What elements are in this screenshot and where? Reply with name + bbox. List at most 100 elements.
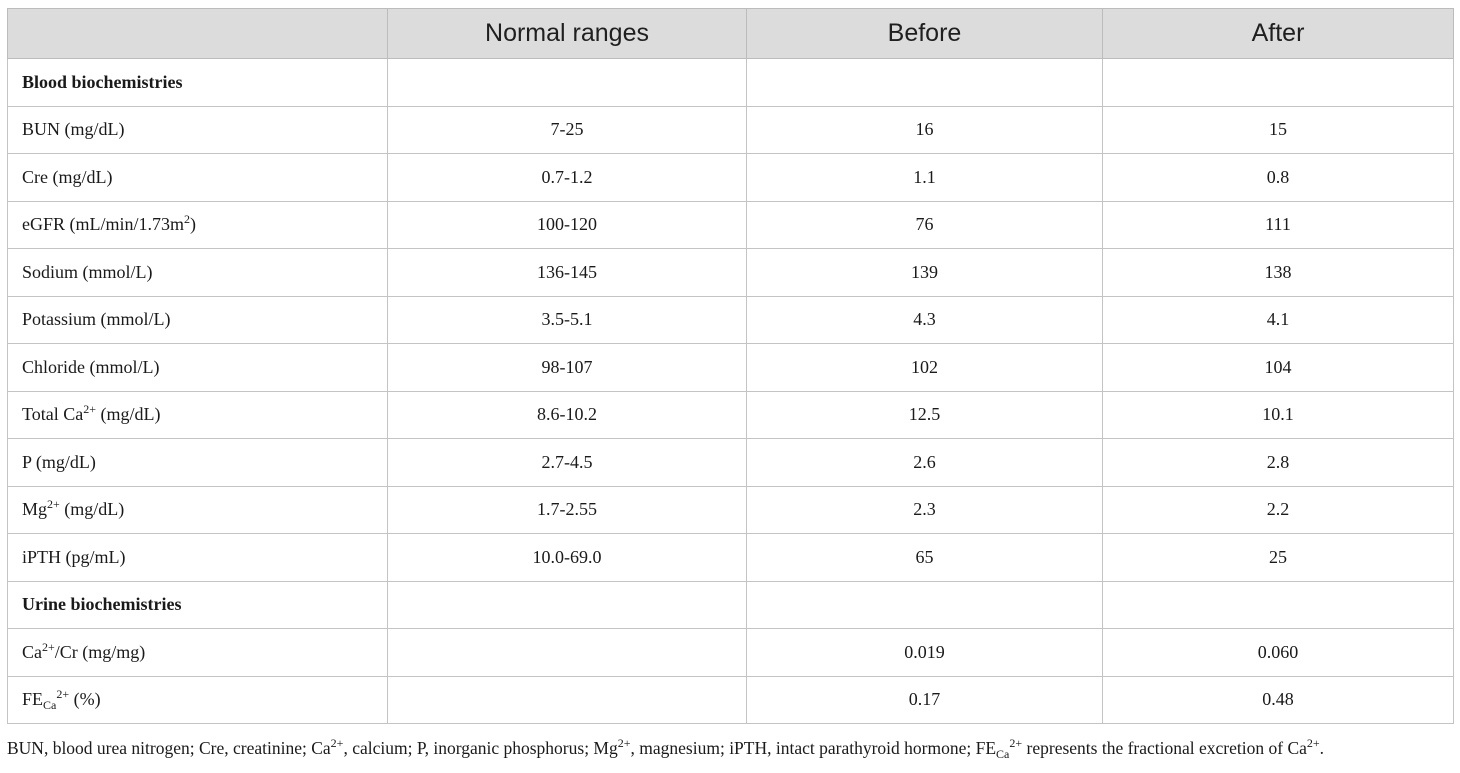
row-label: Potassium (mmol/L)	[7, 295, 388, 344]
footnote-subscript: Ca	[996, 747, 1010, 761]
before-value-cell: 76	[746, 200, 1103, 249]
after-value-cell: 104	[1102, 343, 1454, 392]
label-text: )	[190, 214, 196, 235]
table-row-bun: BUN (mg/dL) 7-25 16 15	[7, 105, 1454, 154]
header-before: Before	[746, 8, 1103, 59]
table-row-chloride: Chloride (mmol/L) 98-107 102 104	[7, 343, 1454, 392]
label-superscript: 2+	[42, 639, 55, 654]
after-value-cell: 2.8	[1102, 438, 1454, 487]
table-row-p: P (mg/dL) 2.7-4.5 2.6 2.8	[7, 438, 1454, 487]
section-row-urine: Urine biochemistries	[7, 580, 1454, 629]
header-after: After	[1102, 8, 1454, 59]
row-label: P (mg/dL)	[7, 438, 388, 487]
after-value-cell: 111	[1102, 200, 1454, 249]
footnote-text: .	[1319, 738, 1325, 758]
row-label: Chloride (mmol/L)	[7, 343, 388, 392]
row-label: Mg2+ (mg/dL)	[7, 485, 388, 534]
row-label: Cre (mg/dL)	[7, 153, 388, 202]
normal-range-cell: 136-145	[387, 248, 747, 297]
before-value-cell: 139	[746, 248, 1103, 297]
footnote-text: , calcium; P, inorganic phosphorus; Mg	[343, 738, 618, 758]
normal-range-cell: 100-120	[387, 200, 747, 249]
table-row-sodium: Sodium (mmol/L) 136-145 139 138	[7, 248, 1454, 297]
empty-cell	[387, 580, 747, 629]
row-label: eGFR (mL/min/1.73m2)	[7, 200, 388, 249]
label-text: /Cr (mg/mg)	[54, 641, 146, 662]
lab-results-table: Normal ranges Before After Blood biochem…	[7, 8, 1454, 724]
footnote-superscript: 2+	[330, 736, 344, 750]
row-label: Sodium (mmol/L)	[7, 248, 388, 297]
normal-range-cell	[387, 628, 747, 677]
after-value-cell: 4.1	[1102, 295, 1454, 344]
table-row-ca-cr: Ca2+/Cr (mg/mg) 0.019 0.060	[7, 628, 1454, 677]
header-normal-ranges: Normal ranges	[387, 8, 747, 59]
label-superscript: 2+	[56, 687, 70, 702]
empty-cell	[1102, 580, 1454, 629]
before-value-cell: 102	[746, 343, 1103, 392]
footnote-text: represents the fractional excretion of C…	[1022, 738, 1307, 758]
table-row-egfr: eGFR (mL/min/1.73m2) 100-120 76 111	[7, 200, 1454, 249]
label-text: Mg	[22, 499, 48, 520]
empty-cell	[387, 58, 747, 107]
footnote-superscript: 2+	[1306, 736, 1320, 750]
label-superscript: 2	[184, 212, 190, 227]
normal-range-cell: 8.6-10.2	[387, 390, 747, 439]
before-value-cell: 16	[746, 105, 1103, 154]
row-label: Ca2+/Cr (mg/mg)	[7, 628, 388, 677]
after-value-cell: 15	[1102, 105, 1454, 154]
normal-range-cell: 3.5-5.1	[387, 295, 747, 344]
row-label: Total Ca2+ (mg/dL)	[7, 390, 388, 439]
empty-cell	[746, 580, 1103, 629]
after-value-cell: 25	[1102, 533, 1454, 582]
table-row-potassium: Potassium (mmol/L) 3.5-5.1 4.3 4.1	[7, 295, 1454, 344]
after-value-cell: 0.8	[1102, 153, 1454, 202]
label-text: (%)	[69, 689, 101, 710]
before-value-cell: 1.1	[746, 153, 1103, 202]
before-value-cell: 2.3	[746, 485, 1103, 534]
before-value-cell: 2.6	[746, 438, 1103, 487]
label-text: Ca	[22, 641, 42, 662]
header-empty-cell	[7, 8, 388, 59]
table-row-total-ca: Total Ca2+ (mg/dL) 8.6-10.2 12.5 10.1	[7, 390, 1454, 439]
after-value-cell: 0.48	[1102, 675, 1454, 724]
normal-range-cell: 98-107	[387, 343, 747, 392]
after-value-cell: 10.1	[1102, 390, 1454, 439]
table-row-cre: Cre (mg/dL) 0.7-1.2 1.1 0.8	[7, 153, 1454, 202]
after-value-cell: 0.060	[1102, 628, 1454, 677]
label-superscript: 2+	[83, 402, 97, 417]
section-row-blood: Blood biochemistries	[7, 58, 1454, 107]
lab-results-table-container: Normal ranges Before After Blood biochem…	[7, 8, 1454, 724]
normal-range-cell: 7-25	[387, 105, 747, 154]
normal-range-cell: 0.7-1.2	[387, 153, 747, 202]
footnote-text: , magnesium; iPTH, intact parathyroid ho…	[630, 738, 997, 758]
label-text: Total Ca	[22, 404, 84, 425]
table-footnote: BUN, blood urea nitrogen; Cre, creatinin…	[7, 736, 1457, 761]
table-row-ipth: iPTH (pg/mL) 10.0-69.0 65 25	[7, 533, 1454, 582]
section-label-blood: Blood biochemistries	[7, 58, 388, 107]
label-text: eGFR (mL/min/1.73m	[22, 214, 184, 235]
empty-cell	[1102, 58, 1454, 107]
before-value-cell: 65	[746, 533, 1103, 582]
table-header-row: Normal ranges Before After	[7, 8, 1454, 59]
row-label: BUN (mg/dL)	[7, 105, 388, 154]
normal-range-cell: 10.0-69.0	[387, 533, 747, 582]
label-text: (mg/dL)	[59, 499, 125, 520]
row-label: iPTH (pg/mL)	[7, 533, 388, 582]
label-text: FE	[22, 689, 44, 710]
before-value-cell: 4.3	[746, 295, 1103, 344]
empty-cell	[746, 58, 1103, 107]
footnote-superscript: 2+	[1009, 736, 1023, 750]
table-row-fe-ca: FECa2+ (%) 0.17 0.48	[7, 675, 1454, 724]
after-value-cell: 2.2	[1102, 485, 1454, 534]
label-subscript: Ca	[43, 698, 57, 713]
before-value-cell: 12.5	[746, 390, 1103, 439]
footnote-superscript: 2+	[617, 736, 631, 750]
after-value-cell: 138	[1102, 248, 1454, 297]
normal-range-cell: 1.7-2.55	[387, 485, 747, 534]
normal-range-cell: 2.7-4.5	[387, 438, 747, 487]
normal-range-cell	[387, 675, 747, 724]
label-superscript: 2+	[47, 497, 60, 512]
row-label: FECa2+ (%)	[7, 675, 388, 724]
footnote-text: BUN, blood urea nitrogen; Cre, creatinin…	[7, 738, 331, 758]
table-row-mg: Mg2+ (mg/dL) 1.7-2.55 2.3 2.2	[7, 485, 1454, 534]
